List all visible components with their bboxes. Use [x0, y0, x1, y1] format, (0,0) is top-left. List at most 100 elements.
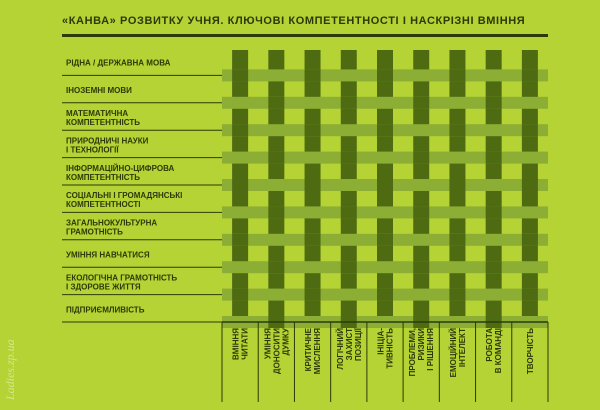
weave-crossing: [340, 261, 357, 274]
weave-crossing: [304, 233, 321, 246]
title: «КАНВА» РОЗВИТКУ УЧНЯ. КЛЮЧОВІ КОМПЕТЕНТ…: [62, 15, 525, 27]
column-label-line: ДУМКУ: [281, 327, 290, 356]
row-label-line: ІНФОРМАЦІЙНО-ЦИФРОВА: [66, 164, 174, 173]
weave-crossing: [413, 151, 430, 164]
column-label-line: ЧИТАТИ: [241, 328, 250, 360]
column-label-line: ВМІННЯ: [232, 328, 241, 360]
row-label: РІДНА / ДЕРЖАВНА МОВА: [66, 59, 171, 68]
column-label: ЛОГІЧНИЙЗАХИСТПОЗИЦІЇ: [336, 327, 363, 369]
row-label: ІНФОРМАЦІЙНО-ЦИФРОВА КОМПЕТЕНТНІСТЬ: [66, 164, 174, 182]
weave-crossing: [377, 179, 393, 191]
weave-crossing: [268, 206, 285, 219]
row-label-line: КОМПЕТЕНТНІСТЬ: [66, 118, 140, 127]
weave-crossing: [377, 69, 393, 82]
column-label-line: УМІННЯ: [263, 328, 272, 359]
column-label-line: ДОНОСИТИ: [272, 328, 281, 374]
row-label: ПРИРОДНИЧІ НАУКИ І ТЕХНОЛОГІЇ: [66, 136, 149, 154]
weave-crossing: [485, 206, 502, 219]
weave-crossing: [449, 69, 466, 82]
row-label-line: І ЗДОРОВЕ ЖИТТЯ: [66, 282, 141, 291]
weave-crossing: [521, 69, 538, 82]
horizontal-strip: [222, 206, 548, 219]
row-label-line: ІНОЗЕМНІ МОВИ: [66, 86, 132, 95]
column-label-line: ТВОРЧІСТЬ: [526, 328, 535, 374]
column-label: УМІННЯДОНОСИТИДУМКУ: [263, 327, 290, 374]
column-label-line: ПРОБЛЕМИ,: [408, 328, 417, 376]
weave-crossing: [449, 233, 466, 246]
weave-crossing: [304, 69, 321, 82]
weave-crossing: [449, 124, 466, 137]
column-label-line: ІНІЦІА-: [377, 328, 386, 355]
column-label: ПРОБЛЕМИ,РИЗИКИІ РІШЕННЯ: [408, 328, 435, 377]
weave-crossing: [485, 96, 502, 109]
row-label: МАТЕМАТИЧНА КОМПЕТЕНТНІСТЬ: [66, 109, 140, 127]
column-label-line: ЕМОЦІЙНИЙ: [449, 328, 458, 378]
horizontal-strip: [222, 151, 548, 164]
column-label-line: В КОМАНДІ: [494, 328, 503, 373]
row-label: ІНОЗЕМНІ МОВИ: [66, 86, 132, 95]
horizontal-strip: [222, 96, 548, 109]
column-label: ВМІННЯЧИТАТИ: [232, 328, 250, 360]
column-label-line: ІНТЕЛЕКТ: [458, 328, 467, 367]
row-label: ПІДПРИЄМЛИВІСТЬ: [66, 305, 145, 314]
column-label-line: МИСЛЕННЯ: [313, 328, 322, 374]
row-label: ЗАГАЛЬНОКУЛЬТУРНА ГРАМОТНІСТЬ: [66, 219, 157, 237]
column-label-line: ЛОГІЧНИЙ: [336, 328, 345, 370]
title-rule: [62, 34, 548, 37]
row-label-line: МАТЕМАТИЧНА: [66, 109, 128, 118]
weave-crossing: [232, 124, 249, 137]
weave-crossing: [413, 261, 430, 274]
row-label-line: РІДНА / ДЕРЖАВНА МОВА: [66, 59, 171, 68]
weave-crossing: [268, 261, 285, 274]
weave-crossing: [377, 233, 393, 246]
weave-crossing: [413, 96, 430, 109]
weave-crossing: [521, 179, 538, 191]
row-label-line: СОЦІАЛЬНІ І ГРОМАДЯНСЬКІ: [66, 191, 182, 200]
weave-crossing: [232, 69, 249, 82]
column-label: ІНІЦІА-ТИВНІСТЬ: [377, 328, 395, 369]
column-label: КРИТИЧНЕМИСЛЕННЯ: [304, 327, 322, 374]
row-label-line: УМІННЯ НАВЧАТИСЯ: [66, 251, 150, 260]
column-label: ТВОРЧІСТЬ: [526, 328, 535, 374]
weave-crossing: [340, 96, 357, 109]
weave-crossing: [232, 288, 249, 301]
weave-crossing: [268, 96, 285, 109]
weave-crossing: [268, 151, 285, 164]
weave-crossing: [521, 124, 538, 137]
column-label: ЕМОЦІЙНИЙІНТЕЛЕКТ: [449, 328, 467, 378]
row-label-line: ГРАМОТНІСТЬ: [66, 228, 123, 237]
column-label-line: РИЗИКИ: [417, 328, 426, 361]
weave-crossing: [340, 206, 357, 219]
row-label-line: ПІДПРИЄМЛИВІСТЬ: [66, 305, 145, 314]
watermark: Ladies.zp.ua: [3, 339, 17, 401]
weave-crossing: [304, 288, 321, 301]
weave-crossing: [377, 124, 393, 137]
weave-crossing: [521, 288, 538, 301]
weave-crossing: [449, 179, 466, 191]
row-label-line: ЕКОЛОГІЧНА ГРАМОТНІСТЬ: [66, 273, 177, 282]
weave-crossing: [232, 179, 249, 191]
horizontal-strip: [222, 261, 548, 274]
row-label-line: ЗАГАЛЬНОКУЛЬТУРНА: [66, 219, 157, 228]
row-label-line: КОМПЕТЕНТНОСТІ: [66, 200, 140, 209]
weave-crossing: [485, 151, 502, 164]
row-label: ЕКОЛОГІЧНА ГРАМОТНІСТЬ І ЗДОРОВЕ ЖИТТЯ: [66, 273, 177, 291]
weave-crossing: [304, 124, 321, 137]
row-label-line: КОМПЕТЕНТНІСТЬ: [66, 173, 140, 182]
column-label: РОБОТАВ КОМАНДІ: [485, 328, 503, 373]
weave-crossing: [521, 233, 538, 246]
weave-crossing: [377, 288, 393, 301]
weave-crossing: [232, 233, 249, 246]
row-label: УМІННЯ НАВЧАТИСЯ: [66, 251, 150, 260]
weave-crossing: [413, 206, 430, 219]
row-label-line: І ТЕХНОЛОГІЇ: [66, 145, 119, 154]
weave-crossing: [340, 151, 357, 164]
column-label-line: ЗАХИСТ: [345, 328, 354, 360]
column-label-line: РОБОТА: [485, 328, 494, 362]
row-label-line: ПРИРОДНИЧІ НАУКИ: [66, 136, 149, 145]
column-label-line: ТИВНІСТЬ: [386, 328, 395, 369]
column-label-line: ПОЗИЦІЇ: [354, 327, 363, 361]
row-label: СОЦІАЛЬНІ І ГРОМАДЯНСЬКІ КОМПЕТЕНТНОСТІ: [66, 191, 182, 209]
weave-crossing: [485, 261, 502, 274]
column-label-line: КРИТИЧНЕ: [304, 327, 313, 371]
